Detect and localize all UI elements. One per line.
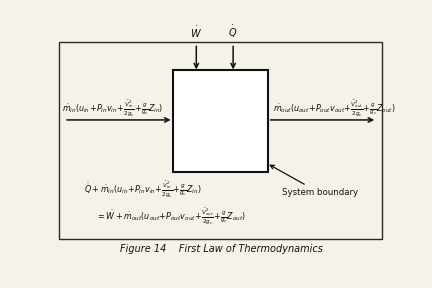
Text: $\dot{Q}$: $\dot{Q}$	[229, 24, 238, 40]
Text: $\dot{W}$: $\dot{W}$	[191, 25, 202, 40]
Text: System boundary: System boundary	[270, 165, 358, 197]
Text: $\dot{Q}+\dot{m}_{in}(u_{in}\!+\!P_{in}v_{in}\!+\!\frac{\bar{V}_{in}^{2}}{2g_{c}: $\dot{Q}+\dot{m}_{in}(u_{in}\!+\!P_{in}v…	[84, 179, 202, 199]
Bar	[173, 70, 268, 172]
Text: Figure 14    First Law of Thermodynamics: Figure 14 First Law of Thermodynamics	[120, 244, 323, 253]
Text: $\dot{m}_{out}(u_{out}\!+\!P_{out}v_{out}\!+\!\frac{\bar{V}_{out}^{2}}{2g_{c}}\!: $\dot{m}_{out}(u_{out}\!+\!P_{out}v_{out…	[273, 98, 396, 118]
Text: $\dot{m}_{in}(u_{in}\!+\!P_{in}v_{in}\!+\!\frac{\bar{V}_{in}^{2}}{2g_{c}}\!+\!\f: $\dot{m}_{in}(u_{in}\!+\!P_{in}v_{in}\!+…	[62, 98, 164, 118]
Text: $=\dot{W}+\dot{m}_{out}(u_{out}\!+\!P_{out}v_{out}\!+\!\frac{\bar{V}_{out}^{2}}{: $=\dot{W}+\dot{m}_{out}(u_{out}\!+\!P_{o…	[96, 206, 246, 226]
Bar	[59, 42, 382, 238]
